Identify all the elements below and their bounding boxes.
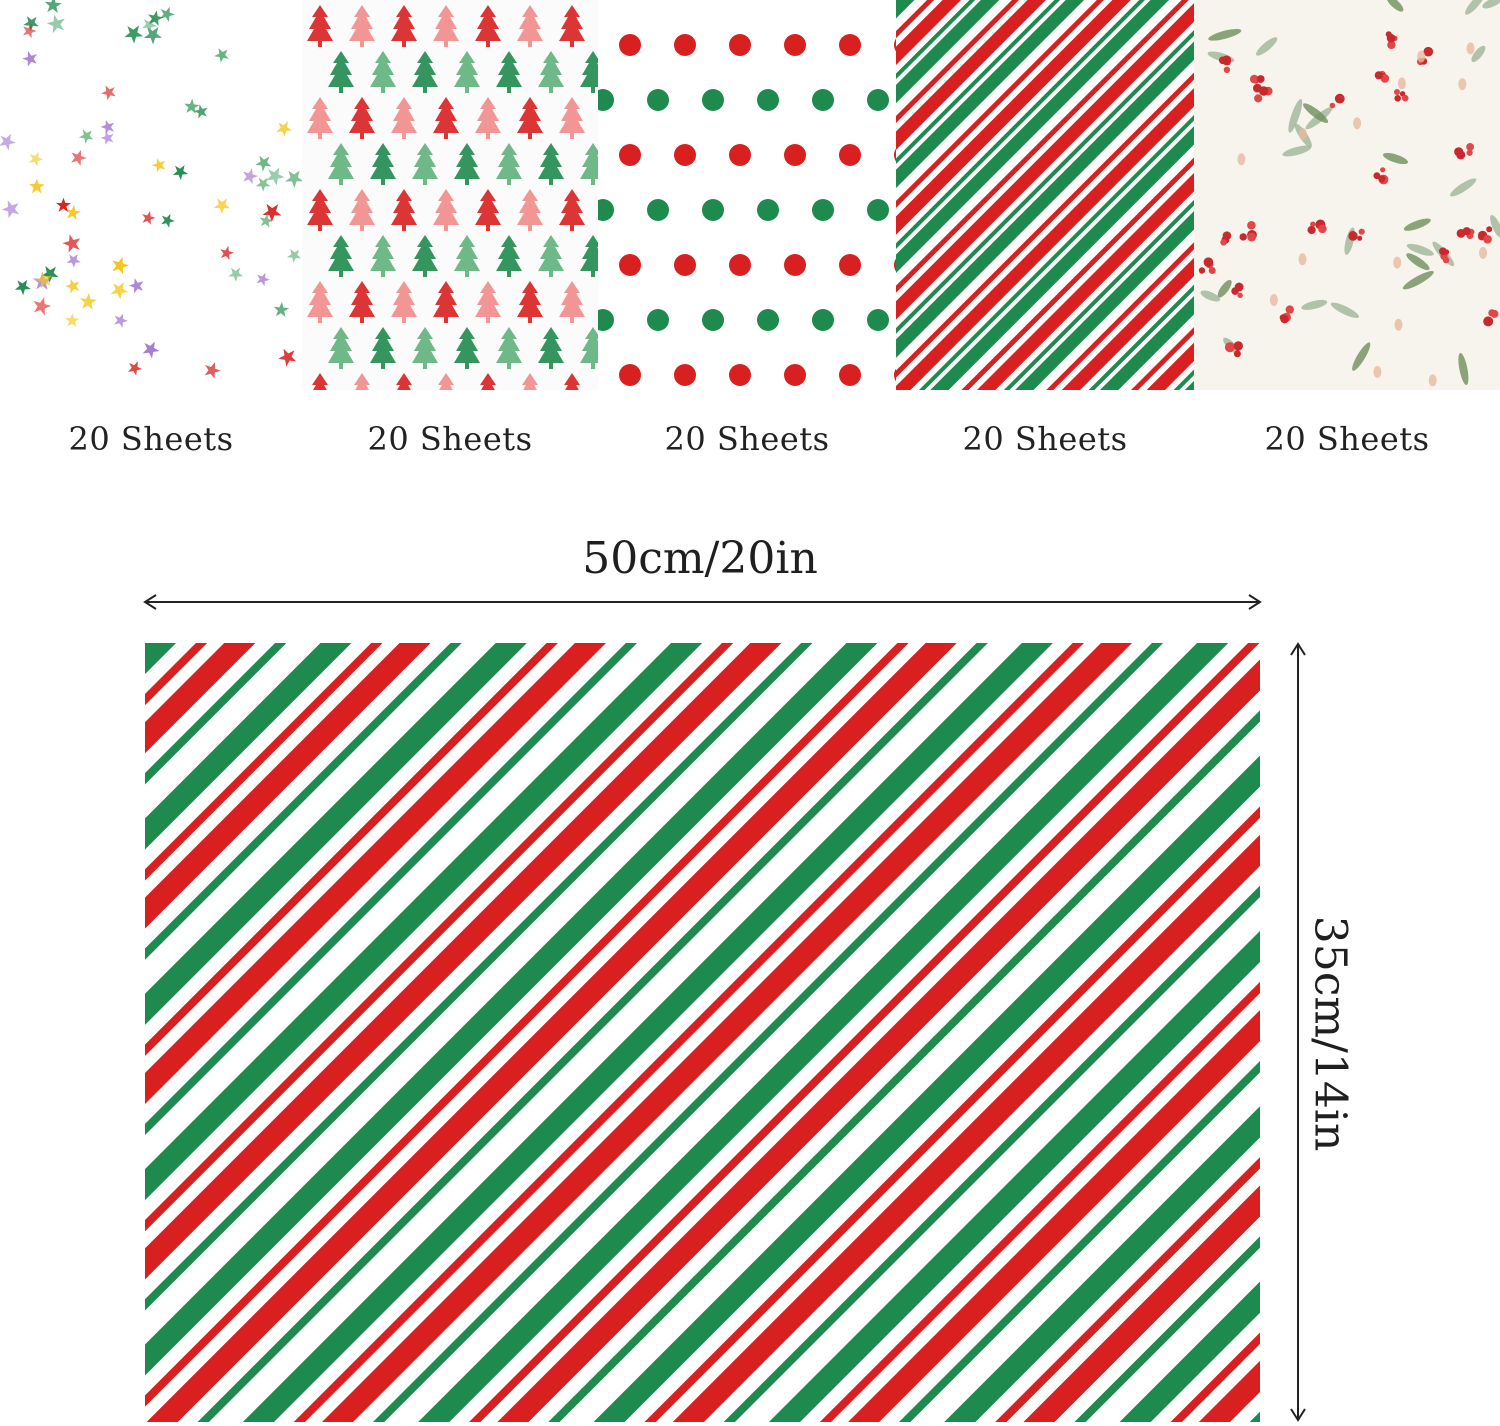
trees-pattern-image bbox=[302, 0, 598, 390]
swatch-caption-stripes: 20 Sheets bbox=[962, 420, 1128, 458]
trees-pattern-swatch bbox=[302, 0, 598, 390]
trees-group bbox=[307, 5, 598, 390]
pattern-swatch-row bbox=[0, 0, 1500, 390]
dots-group bbox=[598, 34, 896, 386]
large-stripe-sheet bbox=[145, 643, 1260, 1422]
swatch-caption-trees: 20 Sheets bbox=[367, 420, 533, 458]
stripes-pattern-image bbox=[896, 0, 1194, 390]
dots-pattern-image bbox=[598, 0, 896, 390]
stars-pattern-swatch bbox=[0, 0, 302, 390]
stripes-pattern-swatch bbox=[896, 0, 1194, 390]
floral-group bbox=[1198, 0, 1500, 387]
floral-pattern-swatch bbox=[1194, 0, 1500, 390]
dots-pattern-swatch bbox=[598, 0, 896, 390]
swatch-caption-dots: 20 Sheets bbox=[664, 420, 830, 458]
swatch-caption-stars: 20 Sheets bbox=[68, 420, 234, 458]
floral-pattern-image bbox=[1194, 0, 1500, 390]
swatch-caption-floral: 20 Sheets bbox=[1264, 420, 1430, 458]
width-dimension-label: 50cm/20in bbox=[582, 533, 818, 584]
large-stripe-pattern-image bbox=[145, 643, 1260, 1422]
stars-pattern-image bbox=[0, 0, 302, 390]
width-dimension-arrow bbox=[143, 594, 1262, 610]
height-dimension-label: 35cm/14in bbox=[1304, 915, 1356, 1152]
height-dimension-arrow bbox=[1290, 642, 1306, 1422]
